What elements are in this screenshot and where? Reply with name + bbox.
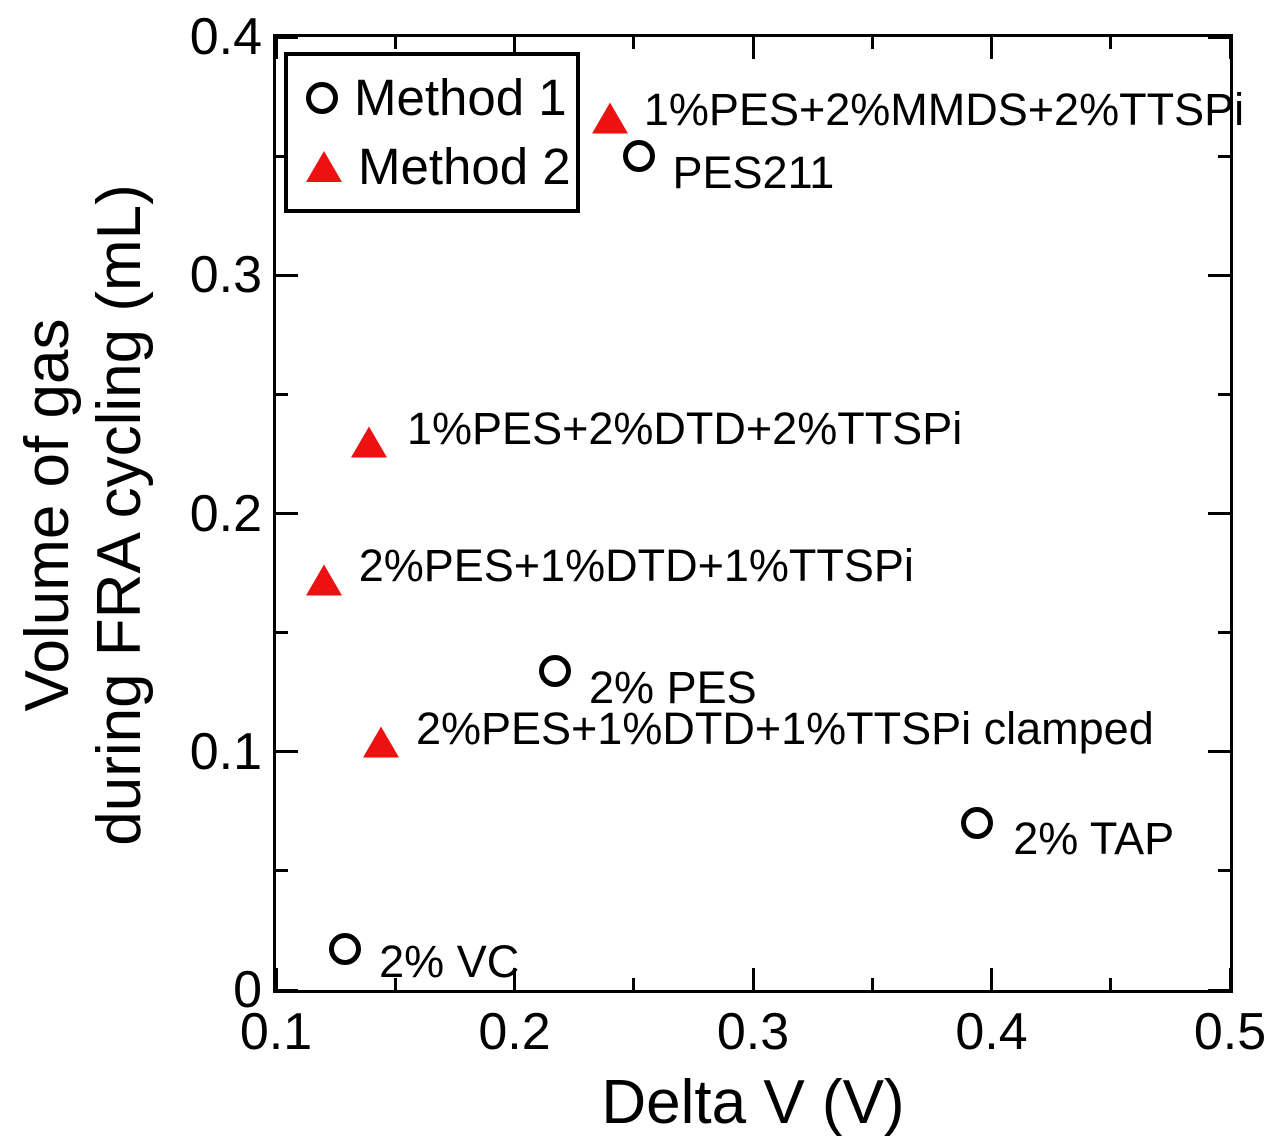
y-major-tick — [276, 988, 298, 992]
data-point-circle — [539, 654, 572, 687]
x-major-tick — [751, 968, 755, 990]
x-major-tick-top — [1228, 37, 1232, 59]
x-minor-tick — [393, 978, 397, 990]
x-minor-tick — [1109, 978, 1113, 990]
legend-item-method-2: Method 2 — [288, 137, 576, 195]
y-major-tick — [276, 273, 298, 277]
x-major-tick — [990, 968, 993, 990]
data-point-label: 2%PES+1%DTD+1%TTSPi clamped — [415, 703, 1154, 755]
data-point-triangle — [305, 564, 342, 596]
data-point-circle — [329, 933, 362, 966]
legend-item-method-1: Method 1 — [288, 72, 576, 124]
data-point-label: 2% VC — [379, 936, 520, 988]
plot-area: Method 1 Method 2 0.1 0.2 0.3 0.4 0.5 0 0.1 0.2… — [190, 8, 1266, 1061]
x-minor-tick — [870, 978, 874, 990]
data-point-label: 2% TAP — [1013, 813, 1175, 865]
circle-marker-icon — [306, 82, 338, 115]
y-minor-tick-right — [1218, 631, 1230, 635]
y-major-tick — [276, 512, 298, 515]
y-minor-tick — [276, 869, 288, 873]
legend-label-method-1: Method 1 — [354, 69, 567, 127]
data-point-label: 1%PES+2%DTD+2%TTSPi — [407, 403, 963, 455]
y-tick-label: 0.2 — [189, 484, 262, 543]
data-point-label: 2% PES — [589, 661, 757, 713]
y-major-tick-right — [1208, 273, 1230, 277]
y-major-tick-right — [1208, 988, 1230, 992]
y-major-tick — [276, 750, 298, 754]
triangle-marker-icon — [306, 151, 342, 183]
y-minor-tick-right — [1218, 392, 1230, 396]
y-minor-tick-right — [1218, 869, 1230, 873]
x-major-tick-top — [990, 37, 993, 59]
x-tick-label: 0.5 — [1193, 1003, 1267, 1061]
y-major-tick-right — [1208, 35, 1230, 39]
x-minor-tick-top — [1109, 37, 1113, 49]
y-minor-tick-right — [1218, 154, 1230, 158]
y-minor-tick — [276, 392, 288, 396]
data-point-triangle — [362, 726, 399, 758]
y-tick-label: 0.4 — [189, 8, 262, 66]
x-tick-label: 0.4 — [955, 1003, 1028, 1061]
data-point-triangle — [591, 102, 628, 134]
y-major-tick — [276, 35, 298, 39]
y-minor-tick — [276, 154, 288, 158]
y-major-tick-right — [1208, 512, 1230, 515]
x-major-tick-top — [274, 37, 278, 59]
x-major-tick — [274, 968, 278, 990]
x-major-tick-top — [513, 37, 516, 59]
y-tick-label: 0.3 — [189, 246, 262, 305]
y-minor-tick — [276, 631, 288, 635]
legend-label-method-2: Method 2 — [358, 137, 571, 195]
x-major-tick — [513, 968, 516, 990]
x-minor-tick-top — [870, 37, 874, 49]
data-point-circle — [961, 807, 994, 840]
x-minor-tick — [632, 978, 636, 990]
x-tick-label: 0.2 — [478, 1003, 551, 1061]
y-tick-label: 0.1 — [189, 722, 262, 781]
x-tick-label: 0.3 — [716, 1003, 790, 1061]
y-tick-label: 0 — [233, 961, 262, 1019]
y-axis-label-line1: Volume of gas — [13, 318, 82, 712]
data-point-circle — [622, 140, 655, 173]
x-minor-tick-top — [632, 37, 636, 49]
x-major-tick-top — [751, 37, 755, 59]
data-point-triangle — [351, 426, 387, 458]
y-major-tick-right — [1208, 750, 1230, 754]
x-major-tick — [1228, 968, 1232, 990]
data-point-label: 2%PES+1%DTD+1%TTSPi — [358, 540, 914, 592]
data-point-label: PES211 — [672, 147, 835, 199]
x-minor-tick-top — [393, 37, 397, 49]
x-axis-label: Delta V (V) — [601, 1068, 905, 1137]
x-tick-label: 0.1 — [239, 1003, 313, 1061]
legend: Method 1 Method 2 — [284, 52, 580, 213]
data-point-label: 1%PES+2%MMDS+2%TTSPi — [643, 84, 1245, 135]
